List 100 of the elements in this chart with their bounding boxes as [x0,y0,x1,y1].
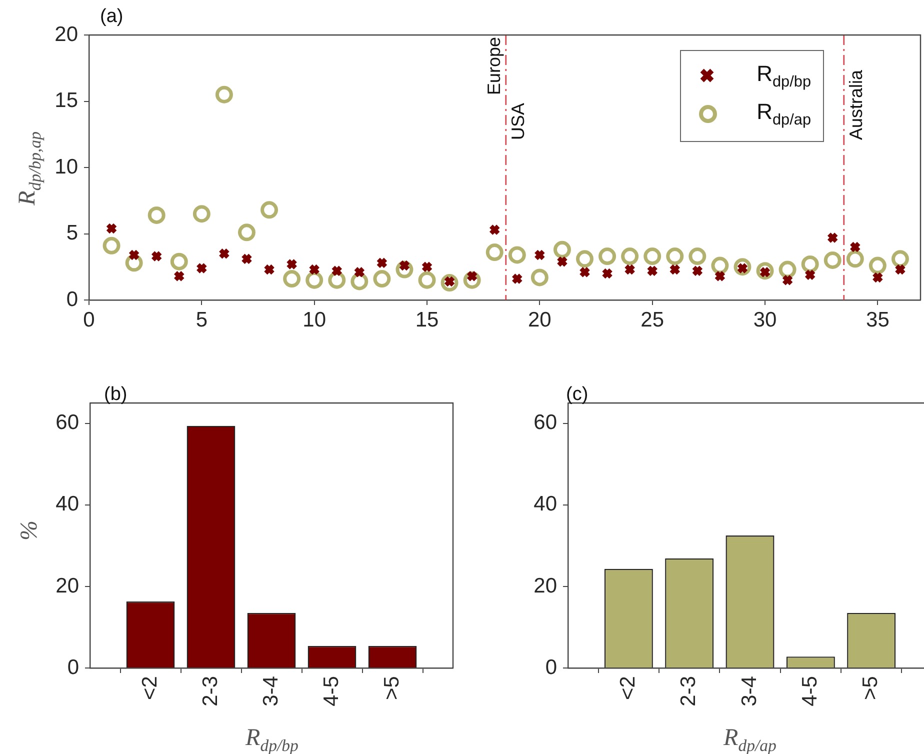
point [486,244,504,262]
point [824,252,842,269]
point [170,252,188,270]
x-tick-label: >5 [380,676,404,700]
point [692,265,704,277]
x-tick-label: 10 [302,308,326,332]
point [192,205,210,223]
chart-title: (c) [566,384,588,406]
point [260,201,278,219]
legend-label: R$_{dp/ap}$ [756,98,811,130]
point [849,241,861,253]
point [215,86,233,104]
point [508,246,526,264]
point [128,249,140,261]
point [534,249,546,261]
x-axis-title: R$_{dp/bp}$ [246,724,298,754]
point [688,248,706,266]
point [756,262,774,280]
x-tick-label: <2 [616,676,640,700]
point [440,274,458,292]
ref-line-label: Europe [484,37,504,96]
point [150,250,162,262]
y-tick-label: 0 [545,656,557,679]
point [644,248,662,266]
y-tick-label: 15 [54,89,78,112]
chart-title: (b) [104,384,128,406]
x-tick-label: 30 [753,308,777,332]
y-tick-label: 10 [54,155,78,178]
x-tick-label: >5 [859,676,882,700]
point [804,269,816,281]
point [240,253,253,265]
y-tick-label: 40 [534,492,557,516]
y-tick-label: 40 [56,492,79,516]
point [782,274,794,286]
annotation: USA [508,102,528,140]
y-tick-label: 60 [534,411,557,434]
point [286,258,298,270]
x-tick-label: 4-5 [798,676,822,706]
point [511,273,523,285]
point [238,224,256,242]
x-axis-title: R$_{dp/ap}$ [724,724,776,754]
point [173,270,185,282]
x-tick-label: <2 [138,676,162,700]
x-tick-label: 3-4 [738,676,761,706]
x-tick-label: 5 [196,308,208,332]
x-tick-label: 2-3 [677,676,700,706]
point [778,260,796,278]
y-tick-label: 20 [56,574,79,598]
point [576,250,594,268]
y-tick-label: 0 [66,288,78,311]
x-tick-label: 35 [866,308,890,332]
point [714,270,726,282]
x-tick-label: 3-4 [259,676,282,706]
y-tick-label: 0 [67,656,79,679]
x-tick-label: 15 [415,308,439,332]
x-tick-label: 2-3 [198,676,222,706]
x-tick-label: 4-5 [320,676,343,706]
point [283,270,301,288]
point [354,266,366,278]
point [308,264,320,276]
chart-title: (a) [100,6,124,28]
y-tick-label: 20 [54,22,78,46]
point [601,268,614,280]
point [148,206,166,224]
point [891,250,909,268]
y-tick-label: 5 [66,222,78,245]
point [331,265,343,277]
point [621,248,639,266]
point [218,248,230,260]
point [624,264,636,276]
point [553,240,571,258]
point [102,236,120,254]
point [846,250,864,268]
point [734,258,752,276]
point [646,265,658,277]
y-tick-label: 20 [534,574,557,598]
point [488,224,500,236]
ref-line-label: Australia [846,68,866,140]
point [418,271,436,289]
point [373,270,391,288]
point [376,257,388,269]
point [263,264,276,276]
point [868,256,886,274]
point [826,232,838,244]
point [666,248,684,266]
x-tick-label: 0 [83,308,95,332]
point [578,266,591,278]
y-tick-label: 60 [56,411,79,434]
y-axis-title: % [16,520,44,540]
point [106,222,118,234]
point [894,264,906,276]
point [421,261,433,273]
point [556,256,568,268]
point [598,248,616,266]
point [669,264,681,276]
point [196,262,208,274]
point [872,272,884,284]
point [530,268,548,286]
legend-label: R$_{dp/bp}$ [756,60,811,92]
x-tick-label: 25 [640,308,664,332]
